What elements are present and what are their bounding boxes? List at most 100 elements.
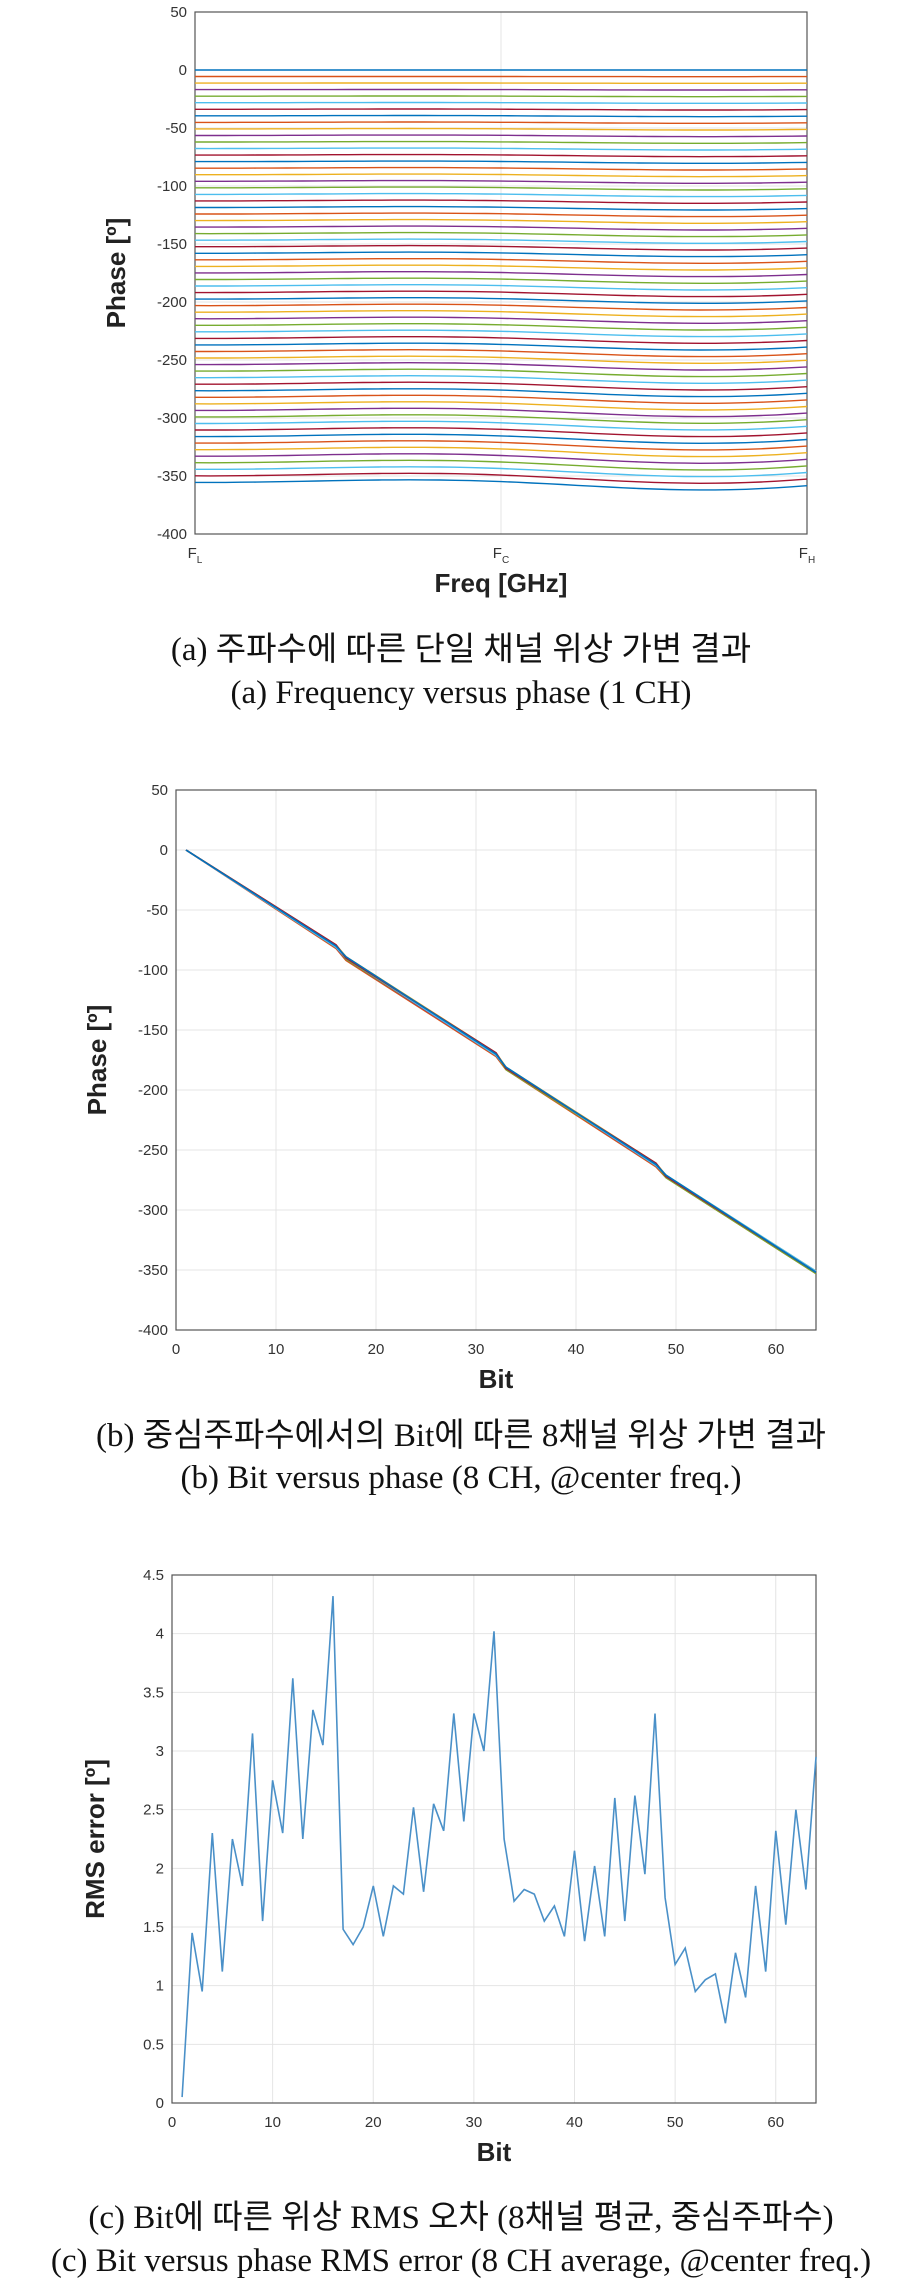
y-tick-label: -400 bbox=[138, 1322, 168, 1339]
series-line bbox=[195, 277, 808, 284]
caption-a-korean: (a) 주파수에 따른 단일 채널 위상 가변 결과 bbox=[170, 632, 752, 668]
series-line bbox=[195, 160, 808, 164]
y-tick-label: 50 bbox=[151, 782, 168, 799]
series-line bbox=[195, 244, 808, 251]
series-line bbox=[195, 446, 808, 458]
y-axis-title: Phase [º] bbox=[82, 1005, 112, 1116]
y-tick-label: -350 bbox=[157, 468, 187, 485]
y-axis-title: Phase [º] bbox=[101, 218, 131, 329]
series-line bbox=[195, 166, 808, 171]
series-line bbox=[194, 401, 808, 411]
series-line bbox=[195, 108, 808, 111]
series-line bbox=[195, 381, 808, 391]
series-line bbox=[195, 329, 808, 338]
series-line bbox=[195, 453, 808, 465]
series-line bbox=[195, 323, 808, 331]
y-tick-label: 1 bbox=[156, 1978, 164, 1995]
series-line bbox=[195, 284, 808, 291]
x-axis-title: Bit bbox=[477, 2137, 512, 2167]
y-tick-label: 4 bbox=[156, 1626, 164, 1643]
series-line bbox=[195, 420, 808, 431]
x-tick-label: 20 bbox=[368, 1341, 385, 1358]
series-line bbox=[195, 374, 808, 384]
series-line bbox=[195, 348, 808, 358]
series-line bbox=[195, 290, 808, 298]
series-line bbox=[194, 316, 808, 324]
series-line bbox=[195, 433, 808, 445]
series-line bbox=[195, 179, 808, 184]
x-tick-label: FH bbox=[799, 545, 815, 566]
y-tick-label: -400 bbox=[157, 526, 187, 543]
series-line bbox=[195, 218, 808, 224]
y-tick-label: 2 bbox=[156, 1860, 164, 1877]
x-tick-label: 40 bbox=[566, 2114, 583, 2131]
y-tick-label: 1.5 bbox=[143, 1919, 164, 1936]
y-tick-label: -300 bbox=[138, 1202, 168, 1219]
y-tick-label: 3.5 bbox=[143, 1684, 164, 1701]
x-tick-label: 20 bbox=[365, 2114, 382, 2131]
y-tick-label: -50 bbox=[146, 902, 168, 919]
series-line bbox=[195, 479, 808, 491]
series-line bbox=[195, 258, 808, 264]
y-tick-label: 0 bbox=[156, 2095, 164, 2112]
series-line bbox=[195, 361, 808, 371]
plot-area bbox=[172, 1575, 816, 2103]
series-line bbox=[195, 238, 808, 244]
x-tick-label: FC bbox=[493, 545, 509, 566]
series-line bbox=[195, 414, 808, 424]
caption-c-english: (c) Bit versus phase RMS error (8 CH ave… bbox=[50, 2243, 872, 2279]
y-tick-label: 2.5 bbox=[143, 1802, 164, 1819]
x-tick-label: 0 bbox=[168, 2114, 176, 2131]
y-tick-label: 3 bbox=[156, 1743, 164, 1760]
series-line bbox=[195, 225, 808, 231]
chart-c-bit-vs-rms-error: 4.5 4 3.5 3 2.5 2 1.5 1 0.5 00 10 20 30 40 50 60 Bit RMS … bbox=[80, 1567, 817, 2167]
y-tick-label: 0.5 bbox=[143, 2036, 164, 2053]
x-tick-label: 30 bbox=[466, 2114, 483, 2131]
series-line bbox=[195, 114, 808, 118]
series-line bbox=[195, 186, 808, 191]
plot-border bbox=[171, 1574, 817, 2104]
series-line bbox=[194, 303, 808, 311]
x-tick-label: 50 bbox=[667, 2114, 684, 2131]
series-line bbox=[185, 849, 817, 1274]
series-line bbox=[195, 271, 808, 278]
series-line bbox=[195, 440, 808, 451]
series-line bbox=[195, 394, 808, 404]
series-line bbox=[195, 212, 808, 218]
series-line bbox=[195, 192, 808, 198]
series-line bbox=[195, 140, 808, 144]
x-axis-title: Bit bbox=[479, 1364, 514, 1394]
series-line bbox=[195, 95, 808, 98]
x-tick-label: 50 bbox=[668, 1341, 685, 1358]
y-tick-label: -150 bbox=[138, 1022, 168, 1039]
caption-a-english: (a) Frequency versus phase (1 CH) bbox=[230, 675, 692, 711]
y-tick-label: -50 bbox=[165, 120, 187, 137]
x-tick-label: 10 bbox=[264, 2114, 281, 2131]
series-line bbox=[195, 407, 808, 418]
series-line bbox=[195, 264, 808, 271]
x-tick-label: 60 bbox=[767, 2114, 784, 2131]
series-line bbox=[194, 472, 808, 485]
series-line bbox=[195, 310, 808, 318]
y-tick-label: 0 bbox=[179, 62, 187, 79]
x-tick-label: 60 bbox=[768, 1341, 785, 1358]
series-line bbox=[181, 1596, 817, 2098]
y-tick-label: -100 bbox=[157, 178, 187, 195]
y-tick-label: -150 bbox=[157, 236, 187, 253]
series-line bbox=[195, 297, 808, 304]
series-line bbox=[195, 342, 808, 351]
x-tick-label: 40 bbox=[568, 1341, 585, 1358]
series-line bbox=[195, 199, 808, 204]
y-tick-label: -250 bbox=[157, 352, 187, 369]
x-tick-label: 30 bbox=[468, 1341, 485, 1358]
plot-border bbox=[175, 789, 817, 1331]
series-line bbox=[195, 121, 808, 124]
y-axis-title: RMS error [º] bbox=[80, 1759, 110, 1919]
y-tick-label: -250 bbox=[138, 1142, 168, 1159]
series-line bbox=[195, 336, 808, 344]
caption-c-korean: (c) Bit에 따른 위상 RMS 오차 (8채널 평균, 중심주파수) bbox=[88, 2200, 834, 2236]
series-line bbox=[195, 368, 808, 378]
series-line bbox=[195, 427, 808, 438]
